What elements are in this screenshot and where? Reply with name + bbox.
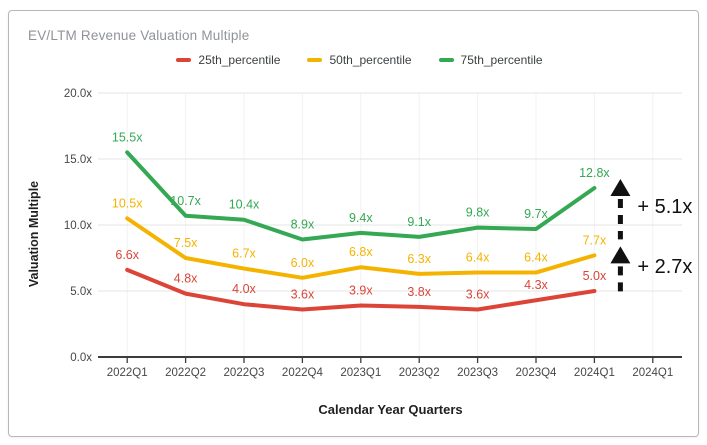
series-line-50th_percentile [125,216,597,280]
annotation-arrow-head-icon [610,179,631,197]
data-label-25th_percentile: 3.8x [407,285,431,299]
annotation-label: + 5.1x [637,196,692,218]
legend-label: 75th_percentile [460,53,543,67]
data-label-50th_percentile: 6.3x [407,252,431,266]
y-tick-label: 15.0x [64,154,92,166]
data-label-25th_percentile: 3.6x [291,287,315,301]
data-label-50th_percentile: 7.7x [583,233,607,247]
data-label-75th_percentile: 9.8x [466,206,490,220]
legend-swatch-icon [176,58,192,62]
data-label-50th_percentile: 7.5x [174,236,198,250]
x-tick-label: 2022Q2 [165,367,206,379]
legend: 25th_percentile 50th_percentile 75th_perce… [6,53,707,67]
legend-label: 25th_percentile [198,53,281,67]
data-label-75th_percentile: 9.7x [524,207,548,221]
data-label-75th_percentile: 8.9x [291,218,315,232]
chart-title: EV/LTM Revenue Valuation Multiple [28,28,250,43]
data-label-75th_percentile: 10.7x [170,194,201,208]
x-tick-label: 2022Q4 [282,367,324,379]
y-tick-label: 0.0x [70,352,92,364]
series-line-75th_percentile [125,150,597,242]
data-label-75th_percentile: 15.5x [112,130,143,144]
x-tick-label: 2024Q1 [574,367,615,379]
data-label-25th_percentile: 4.3x [524,278,548,292]
data-label-50th_percentile: 6.4x [524,251,548,265]
x-axis-title: Calendar Year Quarters [318,402,463,417]
x-tick-label: 2023Q2 [399,367,440,379]
data-label-50th_percentile: 10.5x [112,196,143,210]
x-tick-label: 2023Q1 [340,367,381,379]
data-label-25th_percentile: 4.0x [232,282,256,296]
data-label-25th_percentile: 3.9x [349,284,373,298]
legend-swatch-icon [438,58,454,62]
data-label-50th_percentile: 6.4x [466,251,490,265]
legend-label: 50th_percentile [329,53,412,67]
data-label-75th_percentile: 9.4x [349,211,373,225]
data-label-50th_percentile: 6.7x [232,247,256,261]
x-tick-label: 2024Q1 [632,367,673,379]
x-tick-label: 2023Q3 [457,367,498,379]
data-label-50th_percentile: 6.8x [349,245,373,259]
chart-card [8,10,699,437]
x-tick-label: 2023Q4 [516,367,558,379]
data-label-25th_percentile: 3.6x [466,287,490,301]
legend-swatch-icon [307,58,323,62]
y-tick-label: 5.0x [70,286,92,298]
y-tick-label: 10.0x [64,220,92,232]
legend-item-25th_percentile: 25th_percentile [176,53,280,67]
legend-item-50th_percentile: 50th_percentile [307,53,412,67]
data-label-25th_percentile: 5.0x [583,269,607,283]
x-tick-label: 2022Q3 [224,367,265,379]
series-line-25th_percentile [125,267,597,312]
data-label-75th_percentile: 9.1x [407,215,431,229]
y-axis-title: Valuation Multiple [27,180,41,288]
data-label-75th_percentile: 12.8x [579,166,610,180]
data-label-75th_percentile: 10.4x [229,198,260,212]
x-tick-label: 2022Q1 [107,367,148,379]
legend-item-75th_percentile: 75th_percentile [438,53,543,67]
y-tick-label: 20.0x [64,88,92,100]
annotation-arrow-head-icon [610,246,631,264]
annotation-label: + 2.7x [637,256,692,278]
data-label-25th_percentile: 4.8x [174,272,198,286]
data-label-50th_percentile: 6.0x [291,256,315,270]
data-label-25th_percentile: 6.6x [115,248,139,262]
